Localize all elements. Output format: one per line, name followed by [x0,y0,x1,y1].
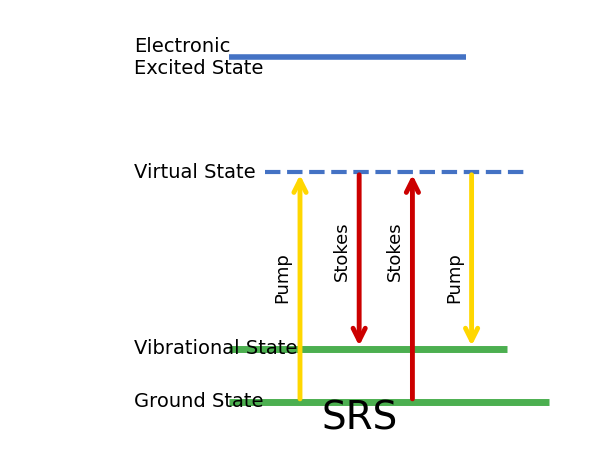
Text: Ground State: Ground State [134,392,264,411]
Text: Stokes: Stokes [332,222,350,281]
Text: Stokes: Stokes [386,222,404,281]
Text: Vibrational State: Vibrational State [134,339,298,358]
Text: Virtual State: Virtual State [134,162,256,181]
Text: Pump: Pump [273,252,291,303]
Text: Pump: Pump [445,252,463,303]
Text: Electronic
Excited State: Electronic Excited State [134,36,264,78]
Text: SRS: SRS [321,399,397,437]
